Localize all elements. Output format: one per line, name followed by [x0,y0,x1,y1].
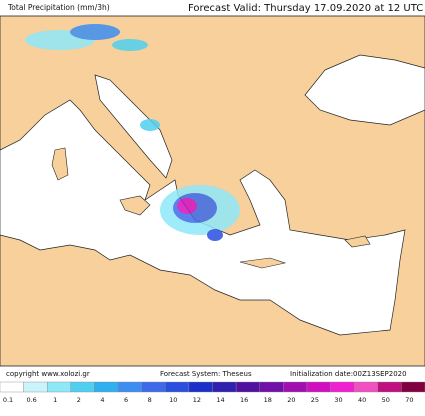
color-box [70,381,95,393]
colorbar-label: 6 [124,396,128,404]
header-valid: Forecast Valid: Thursday 17.09.2020 at 1… [188,3,423,14]
rain-area [177,198,197,214]
rain-area [112,39,148,51]
colorbar: 0.1 0.6 1 2 4 6 8 10 12 14 16 18 20 25 30 40 50 70 [0,381,425,404]
colorbar-label: 8 [148,396,152,404]
precipitation [25,24,240,241]
rain-area [70,24,120,40]
colorbar-label: 0.6 [26,396,36,404]
footer-system: Forecast System: Theseus [160,370,252,378]
colorbar-label: 50 [382,396,390,404]
colorbar-label: 70 [405,396,413,404]
color-box [259,381,284,393]
colorbar-label: 1 [53,396,57,404]
color-box [117,381,142,393]
map [0,15,425,367]
color-box [94,381,119,393]
mediterranean-sea [0,99,406,336]
colorbar-label: 12 [193,396,201,404]
crete [239,257,287,269]
color-box [188,381,213,393]
color-box [0,381,24,393]
colorbar-label: 18 [264,396,272,404]
sicily [119,195,151,216]
cyprus [344,235,371,248]
color-box [401,381,425,393]
header-title: Total Precipitation (mm/3h) [7,3,110,12]
sardinia [51,147,69,181]
colorbar-label: 25 [311,396,319,404]
footer-init: Initialization date:00Z13SEP2020 [290,370,407,378]
rain-area [140,119,160,131]
colorbar-label: 2 [77,396,81,404]
colorbar-label: 14 [216,396,224,404]
color-box [141,381,166,393]
colorbar-label: 40 [358,396,366,404]
color-box [353,381,378,393]
color-box [212,381,237,393]
colorbar-label: 30 [334,396,342,404]
footer-copyright: copyright www.xolozi.gr [6,370,90,378]
colorbar-label: 10 [169,396,177,404]
color-box [165,381,190,393]
colorbar-label: 4 [100,396,104,404]
color-box [23,381,48,393]
colorbar-label: 0.1 [3,396,13,404]
rain-area [207,229,223,241]
black-sea [304,54,425,126]
color-box [235,381,260,393]
color-box [330,381,355,393]
color-box [283,381,308,393]
colorbar-label: 20 [287,396,295,404]
adriatic-sea [94,74,173,179]
colorbar-label: 16 [240,396,248,404]
color-box [306,381,331,393]
color-box [47,381,72,393]
color-box [377,381,402,393]
